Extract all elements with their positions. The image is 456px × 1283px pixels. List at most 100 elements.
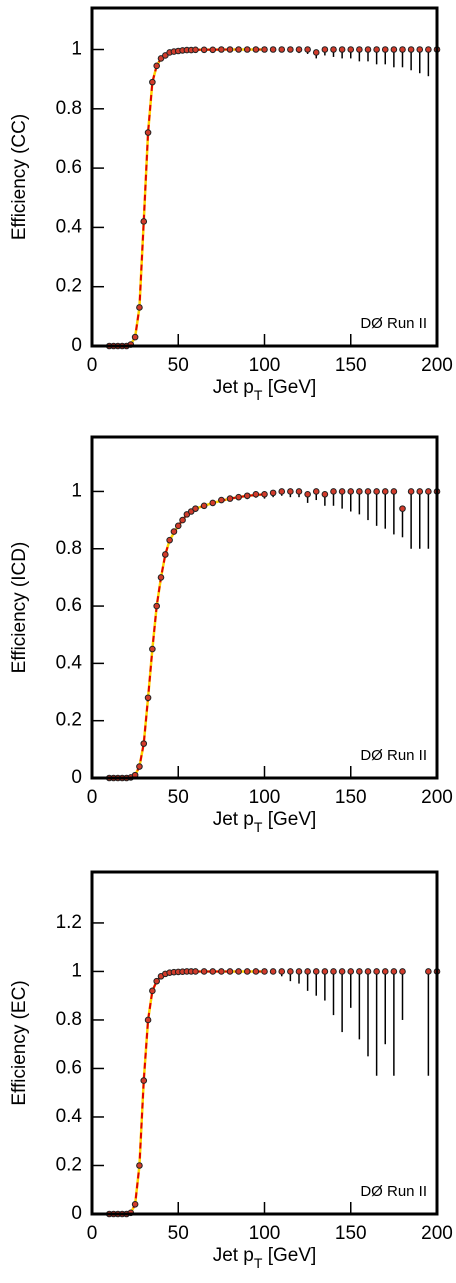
x-tick-label: 100 xyxy=(249,1223,281,1244)
data-point xyxy=(390,46,398,53)
data-point xyxy=(252,46,260,53)
x-axis-label-part: Jet p xyxy=(213,809,254,830)
y-tick-label: 0.8 xyxy=(56,98,82,119)
data-point xyxy=(287,46,294,53)
data-point xyxy=(321,968,329,975)
data-point xyxy=(295,968,303,975)
data-point xyxy=(235,46,242,53)
data-point xyxy=(390,968,398,975)
data-point xyxy=(347,488,355,495)
data-point xyxy=(425,968,432,975)
y-tick-label: 0.2 xyxy=(56,710,82,731)
x-tick-label: 0 xyxy=(87,787,98,808)
y-axis-label: Efficiency (ICD) xyxy=(9,542,30,674)
y-tick-label: 0.6 xyxy=(56,595,82,616)
x-tick-label: 50 xyxy=(168,787,189,808)
data-point xyxy=(269,489,277,497)
data-point xyxy=(153,602,160,610)
data-point xyxy=(338,488,346,495)
data-point xyxy=(140,218,148,225)
data-point xyxy=(330,488,337,495)
plot-frame xyxy=(90,870,439,1216)
y-tick-label: 0.8 xyxy=(56,538,82,559)
data-point xyxy=(364,968,372,975)
data-point xyxy=(356,46,363,53)
data-point xyxy=(399,46,406,53)
y-tick-label: 1 xyxy=(71,39,82,60)
data-point xyxy=(373,968,380,975)
x-axis-label: Jet pT [GeV] xyxy=(213,1245,317,1271)
data-point xyxy=(364,488,372,495)
y-tick-label: 0.8 xyxy=(56,1009,82,1030)
data-point xyxy=(381,46,389,53)
data-point xyxy=(373,488,380,495)
data-point xyxy=(149,78,156,86)
data-point xyxy=(144,129,152,136)
data-point xyxy=(140,740,148,747)
x-axis-label-part: [GeV] xyxy=(262,809,316,830)
plot-frame xyxy=(90,435,439,780)
data-point xyxy=(209,499,217,507)
data-point xyxy=(261,491,268,498)
data-point xyxy=(136,304,143,311)
data-point xyxy=(269,46,277,53)
data-point xyxy=(243,492,251,500)
x-tick-label: 150 xyxy=(335,787,367,808)
data-point xyxy=(157,55,165,62)
x-axis-label-part: Jet p xyxy=(213,1245,254,1266)
data-point xyxy=(269,968,277,975)
data-point xyxy=(162,52,169,59)
y-axis-label: Efficiency (CC) xyxy=(9,114,30,240)
data-point xyxy=(149,987,156,995)
data-point xyxy=(226,46,234,53)
data-point xyxy=(425,488,432,495)
x-tick-label: 50 xyxy=(168,355,189,376)
data-point xyxy=(287,488,294,495)
x-axis-label-part: T xyxy=(254,819,263,835)
data-point xyxy=(235,493,242,501)
y-tick-label: 0.4 xyxy=(56,1106,83,1127)
x-axis-label-part: T xyxy=(254,1255,263,1271)
data-point xyxy=(153,977,160,985)
data-point xyxy=(304,46,311,53)
data-point xyxy=(209,968,217,975)
data-point xyxy=(312,968,320,975)
y-tick-label: 0 xyxy=(71,1203,82,1224)
y-tick-label: 0.2 xyxy=(56,1155,82,1176)
x-tick-label: 150 xyxy=(335,355,367,376)
data-point xyxy=(321,46,329,53)
y-tick-label: 0.6 xyxy=(56,1057,82,1078)
fit-curve xyxy=(126,48,265,348)
data-point xyxy=(153,62,160,70)
data-point xyxy=(278,488,286,495)
data-point xyxy=(304,491,311,498)
y-tick-label: 0 xyxy=(71,335,82,356)
y-tick-label: 1 xyxy=(71,480,82,501)
fit-curve-dash xyxy=(126,970,265,1215)
data-point xyxy=(407,46,415,53)
x-tick-label: 0 xyxy=(87,355,98,376)
fit-curve xyxy=(126,970,265,1216)
data-point xyxy=(347,968,355,975)
data-point xyxy=(381,968,389,975)
data-point xyxy=(136,763,143,770)
data-point xyxy=(347,46,355,53)
data-point xyxy=(321,491,329,498)
data-point xyxy=(218,496,225,504)
data-point xyxy=(356,488,363,495)
x-tick-label: 150 xyxy=(335,1223,367,1244)
data-point xyxy=(179,516,186,524)
data-point xyxy=(399,968,406,975)
data-point xyxy=(192,505,199,512)
data-point xyxy=(407,488,415,495)
data-point xyxy=(226,968,234,975)
data-point xyxy=(330,46,337,53)
data-point xyxy=(390,488,398,495)
data-point xyxy=(252,491,260,498)
x-axis-label-part: T xyxy=(254,387,263,403)
data-point xyxy=(200,968,208,975)
x-axis-label-part: Jet p xyxy=(213,377,254,398)
y-tick-label: 0.4 xyxy=(56,216,83,237)
data-point xyxy=(235,968,242,975)
